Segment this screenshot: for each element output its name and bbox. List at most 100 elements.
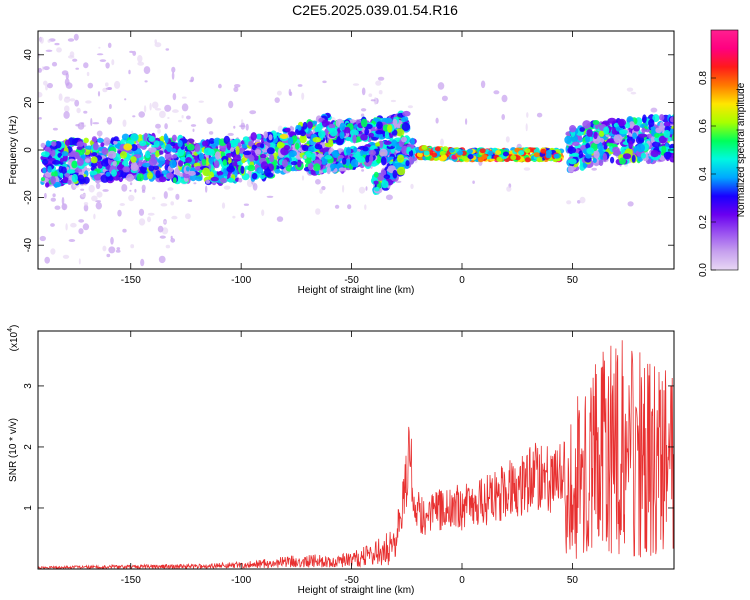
spectrogram-cell: [38, 67, 42, 73]
spectrogram-cell: [533, 148, 540, 154]
spectrogram-cell: [319, 188, 323, 194]
spectrogram-cell: [140, 258, 145, 267]
colorbar: 0.0 0.2 0.4 0.6 0.8 Normalized spectral ampl…: [698, 29, 747, 277]
spectrogram-cell: [339, 122, 346, 131]
spectrogram-panel: -150 -100 -50 0 50 -40 -20 0 20 40 Height of stra…: [8, 30, 675, 296]
spectrogram-cell: [83, 204, 89, 212]
spectrogram-cell: [510, 155, 517, 160]
spectrogram-cell: [228, 100, 234, 109]
spectrogram-cell: [268, 134, 273, 141]
spectrogram-cell: [143, 105, 147, 113]
spectrogram-cell: [365, 186, 368, 191]
spectrogram-cell: [437, 82, 445, 90]
spectrogram-x-tick-label: -150: [121, 275, 141, 286]
spectrogram-cell: [290, 166, 296, 172]
spectrogram-cell: [195, 176, 203, 182]
spectrogram-cell: [41, 151, 50, 158]
spectrogram-cell: [274, 168, 281, 174]
spectrogram-cell: [174, 167, 180, 175]
spectrogram-cell: [67, 179, 72, 185]
spectrogram-cell: [375, 80, 382, 86]
spectrogram-cell: [136, 174, 142, 182]
spectrogram-cell: [332, 150, 339, 158]
spectrogram-cell: [163, 220, 167, 224]
spectrogram-cell: [170, 141, 176, 147]
spectrogram-cell: [297, 84, 303, 87]
spectrogram-cell: [397, 154, 405, 163]
spectrogram-cell: [138, 218, 146, 226]
spectrogram-cell: [358, 186, 366, 194]
spectrogram-cell: [226, 165, 235, 173]
spectrogram-cell: [602, 120, 609, 125]
colorbar-tick-label: 0.0: [698, 263, 709, 277]
spectrogram-cell: [290, 161, 298, 166]
spectrogram-cell: [61, 203, 68, 211]
spectrogram-cell: [342, 157, 347, 165]
spectrogram-cell: [56, 47, 62, 53]
spectrogram-cell: [150, 153, 156, 161]
spectrogram-cell: [130, 133, 139, 142]
spectrogram-cell: [251, 172, 258, 180]
spectrogram-cell: [40, 177, 46, 182]
spectrogram-cell: [52, 193, 56, 198]
spectrogram-cell: [83, 202, 89, 206]
spectrogram-cell: [205, 185, 208, 193]
spectrogram-cell: [405, 160, 410, 167]
spectrogram-cell: [82, 223, 90, 231]
spectrogram-cell: [171, 154, 178, 159]
spectrogram-cell: [74, 99, 80, 107]
spectrogram-cell: [518, 150, 525, 156]
spectrogram-cell: [622, 153, 632, 160]
spectrogram-cell: [181, 96, 187, 99]
spectrogram-cell: [579, 196, 586, 204]
spectrogram-cell: [384, 117, 393, 124]
spectrogram-cell: [66, 169, 76, 174]
spectrogram-cell: [632, 132, 637, 140]
spectrogram-cell: [40, 142, 46, 148]
spectrogram-cell: [280, 147, 289, 156]
spectrogram-cell: [254, 149, 261, 155]
spectrogram-cell: [380, 156, 387, 166]
spectrogram-cell: [493, 90, 500, 95]
spectrogram-cell: [61, 151, 69, 157]
spectrogram-cell: [227, 132, 234, 136]
spectrogram-cell: [377, 76, 385, 81]
spectrogram-cell: [126, 173, 134, 182]
spectrogram-cell: [321, 119, 329, 128]
spectrogram-cell: [638, 133, 648, 138]
spectrogram-cell: [167, 187, 174, 191]
spectrogram-cell: [44, 171, 53, 178]
spectrogram-cell: [169, 159, 177, 169]
spectrogram-cell: [564, 135, 572, 144]
spectrogram-cell: [206, 117, 213, 125]
spectrogram-cell: [506, 186, 512, 192]
spectrogram-cell: [50, 223, 55, 227]
spectrogram-cell: [247, 164, 256, 172]
spectrogram-cell: [349, 129, 359, 136]
spectrogram-cell: [375, 142, 381, 147]
spectrogram-cell: [185, 213, 191, 220]
spectrogram-cell: [91, 152, 98, 157]
spectrogram-cell: [650, 150, 659, 158]
spectrogram-cell: [187, 199, 193, 202]
spectrogram-cell: [107, 42, 112, 48]
spectrogram-cell: [364, 204, 367, 210]
spectrogram-cell: [155, 150, 160, 158]
spectrogram-cell: [626, 87, 634, 92]
spectrogram-cell: [352, 134, 357, 144]
spectrogram-cell: [205, 179, 211, 184]
spectrogram-cell: [347, 204, 352, 210]
spectrogram-cell: [116, 247, 121, 251]
spectrogram-cell: [100, 142, 105, 148]
spectrogram-cell: [177, 140, 183, 148]
snr-ticks: -150 -100 -50 0 50 1 2 3: [23, 331, 674, 586]
spectrogram-cell: [472, 180, 475, 184]
spectrogram-cell: [38, 91, 43, 98]
spectrogram-cell: [243, 203, 249, 206]
spectrogram-cell: [81, 193, 87, 198]
spectrogram-cell: [134, 188, 137, 193]
spectrogram-cell: [102, 189, 109, 192]
spectrogram-cell: [577, 134, 582, 141]
spectrogram-cell: [288, 152, 295, 158]
spectrogram-cell: [592, 120, 600, 125]
